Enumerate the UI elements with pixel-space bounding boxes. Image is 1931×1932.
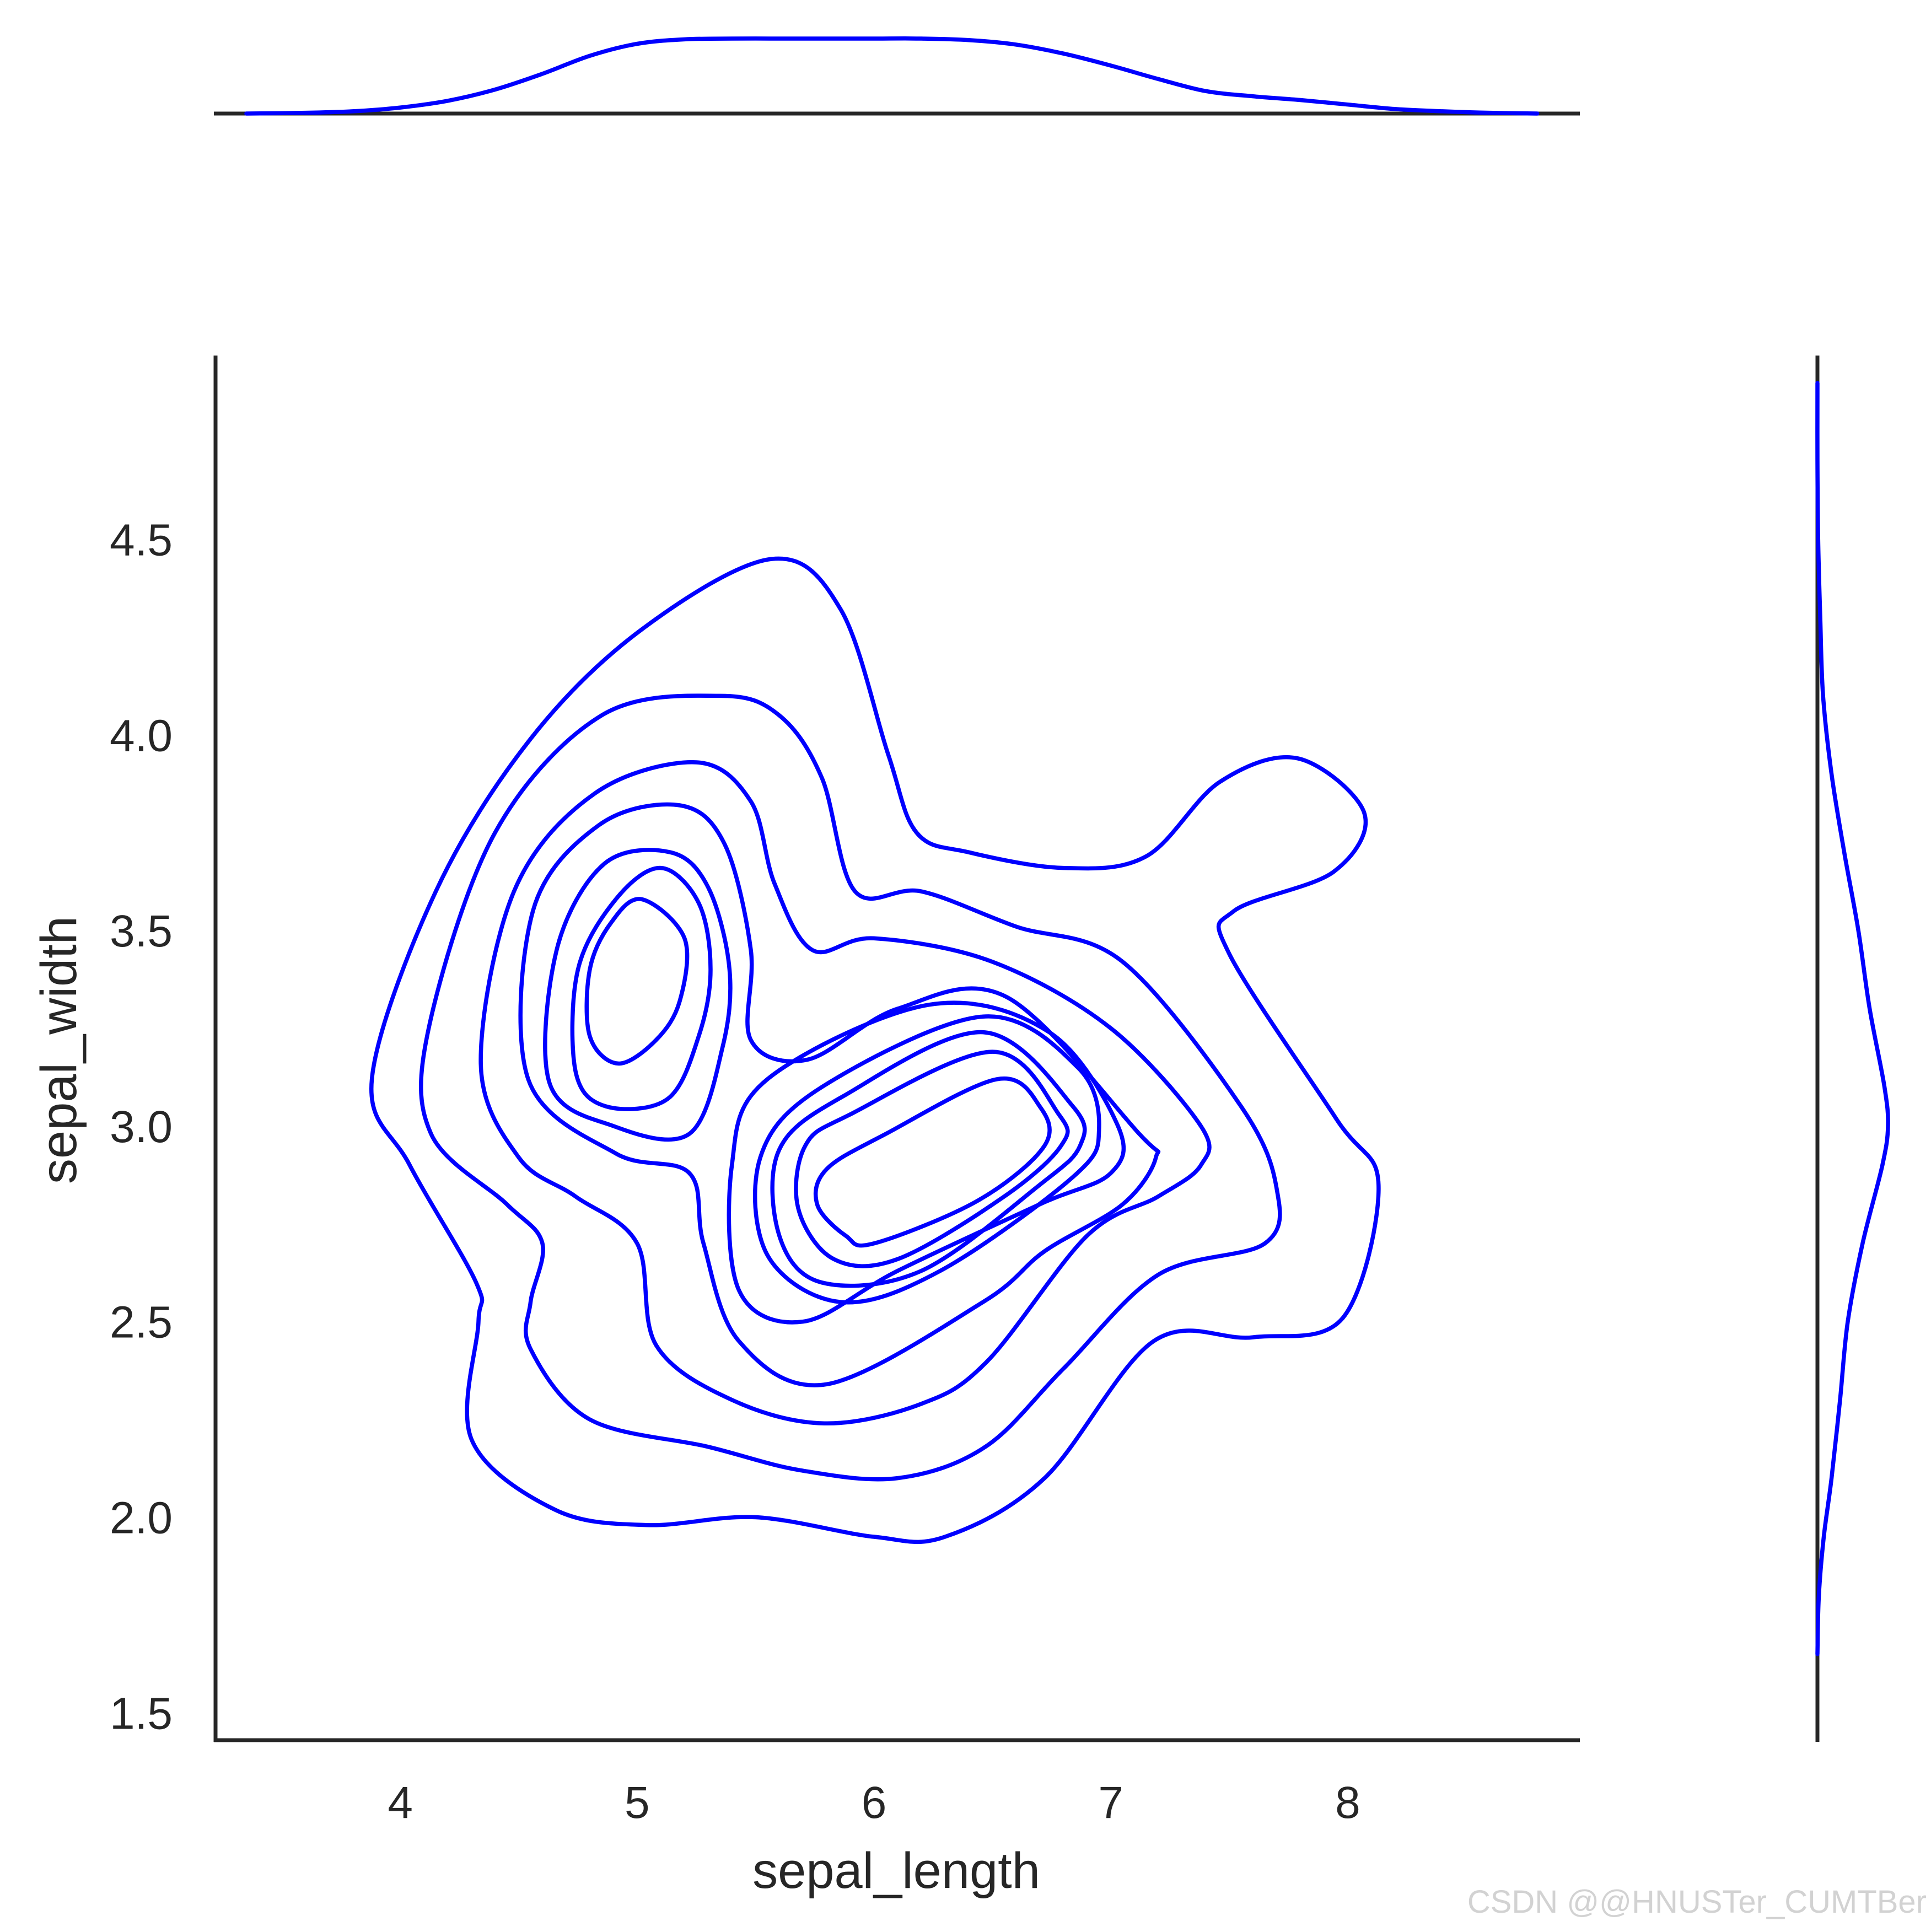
y-tick-label: 3.5 bbox=[110, 906, 173, 956]
main-axes: 4 5 6 7 8 1.5 2.0 2.5 3.0 3.5 4.0 4.5 bbox=[110, 356, 1580, 1828]
y-tick-label: 2.0 bbox=[110, 1493, 173, 1543]
kde-contour-level-7 bbox=[770, 1030, 1087, 1288]
kde-contour-level-5 bbox=[543, 848, 733, 1142]
watermark-text: CSDN @@HNUSTer_CUMTBer bbox=[1467, 1884, 1927, 1920]
kde-contour-level-6 bbox=[753, 1014, 1101, 1305]
x-tick-label: 5 bbox=[625, 1778, 650, 1828]
top-marginal bbox=[214, 36, 1580, 116]
y-tick-label: 4.0 bbox=[110, 711, 173, 761]
x-axis-label: sepal_length bbox=[752, 1843, 1040, 1899]
kde-contour-level-8 bbox=[794, 1050, 1070, 1268]
x-tick-label: 7 bbox=[1098, 1778, 1123, 1828]
kde-contour-level-2 bbox=[418, 693, 1282, 1482]
kde-contour-level-9 bbox=[813, 1076, 1052, 1248]
x-tick-label: 6 bbox=[862, 1778, 887, 1828]
kde-contour-level-5 bbox=[727, 1000, 1126, 1325]
x-tick-label: 8 bbox=[1335, 1778, 1360, 1828]
kde-contour-level-4 bbox=[518, 802, 1161, 1387]
kde-contour-level-1 bbox=[369, 556, 1381, 1544]
kde-contour-level-7 bbox=[584, 897, 690, 1066]
y-axis-label: sepal_width bbox=[31, 916, 87, 1184]
y-tick-label: 4.5 bbox=[110, 515, 173, 566]
kde-contour-level-3 bbox=[478, 760, 1212, 1425]
x-tick-label: 4 bbox=[388, 1778, 413, 1828]
right-marginal bbox=[1815, 356, 1890, 1742]
kde-contour-level-6 bbox=[570, 865, 713, 1111]
y-tick-label: 3.0 bbox=[110, 1102, 173, 1152]
marginal-kde-sepal-width bbox=[1815, 380, 1890, 1656]
y-tick-label: 1.5 bbox=[110, 1688, 173, 1739]
marginal-kde-sepal-length bbox=[244, 36, 1540, 116]
y-tick-label: 2.5 bbox=[110, 1298, 173, 1348]
